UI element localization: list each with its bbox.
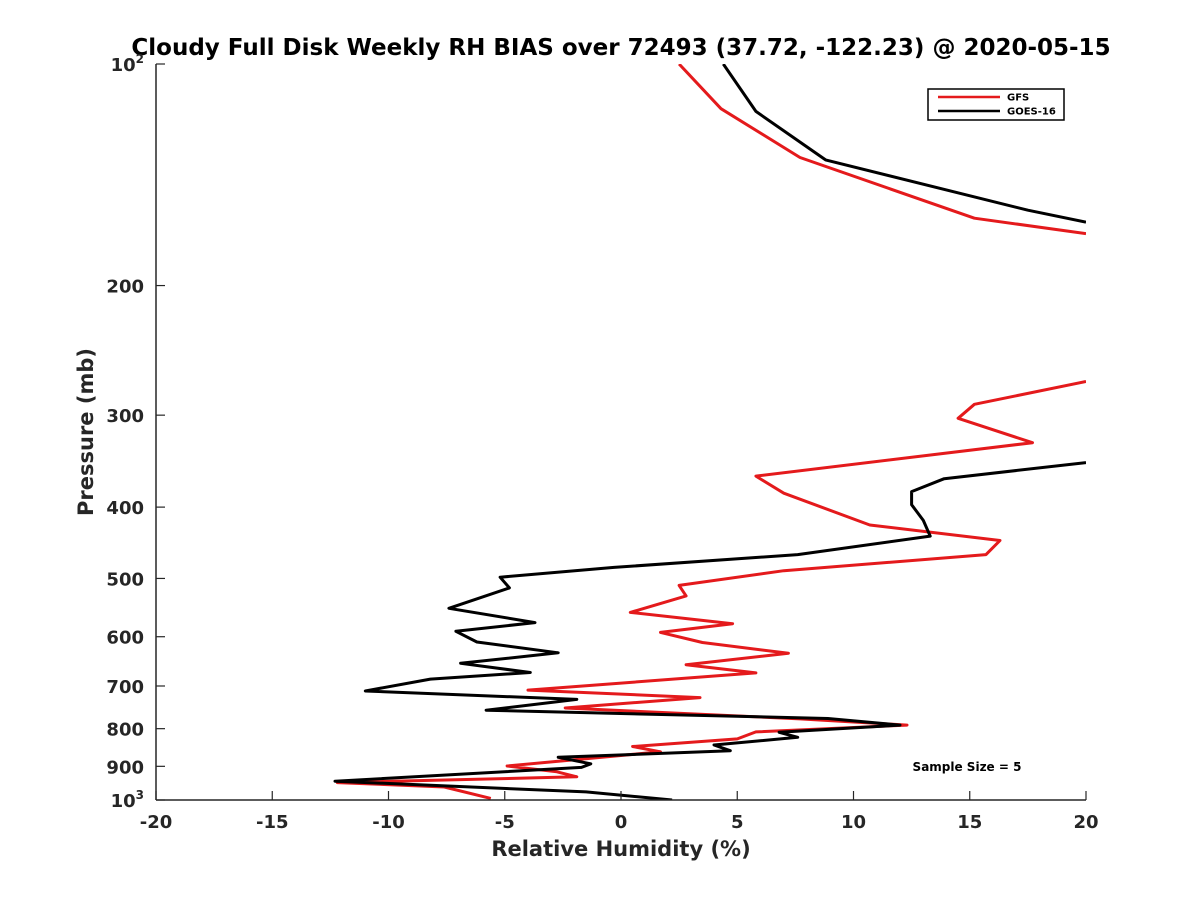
axes (155, 64, 1086, 801)
x-axis-label: Relative Humidity (%) (491, 837, 750, 861)
y-tick-label: 400 (106, 498, 144, 519)
x-tick-label: -20 (140, 812, 173, 833)
series-goes-16 (333, 64, 1086, 800)
y-tick-label: 300 (106, 406, 144, 427)
legend-label: GOES-16 (1007, 107, 1056, 118)
plot-area (333, 64, 1086, 800)
series-line (722, 64, 1086, 224)
series-layer (333, 64, 1086, 800)
y-tick-label: 700 (106, 677, 144, 698)
legend-label: GFS (1007, 93, 1029, 104)
x-tick-label: 10 (841, 812, 866, 833)
y-tick-label: 500 (106, 569, 144, 590)
legend: GFS GOES-16 (927, 88, 1065, 121)
chart-title: Cloudy Full Disk Weekly RH BIAS over 724… (131, 35, 1110, 61)
x-ticks: -20 -15 -10 -5 0 5 10 15 20 (140, 791, 1099, 833)
y-tick-label: 800 (106, 720, 144, 741)
y-tick-label: 600 (106, 628, 144, 649)
sample-size-annotation: Sample Size = 5 (913, 760, 1022, 774)
x-tick-label: 0 (615, 812, 628, 833)
x-tick-label: -10 (372, 812, 405, 833)
y-tick-label: 102 (111, 52, 144, 76)
series-line (335, 380, 1086, 800)
series-gfs (335, 64, 1086, 800)
series-line (678, 64, 1086, 236)
x-tick-label: -15 (256, 812, 289, 833)
x-tick-label: -5 (495, 812, 515, 833)
legend-entries: GFS GOES-16 (938, 93, 1056, 118)
x-tick-label: 20 (1073, 812, 1098, 833)
y-tick-label: 900 (106, 757, 144, 778)
y-ticks: 102 200 300 400 500 600 700 800 900 103 (106, 52, 165, 812)
y-axis-label: Pressure (mb) (74, 348, 98, 516)
y-tick-label: 200 (106, 277, 144, 298)
series-line (333, 461, 1086, 800)
x-tick-label: 15 (957, 812, 982, 833)
y-tick-label: 103 (111, 788, 144, 812)
x-tick-label: 5 (731, 812, 744, 833)
legend-box (927, 88, 1065, 121)
